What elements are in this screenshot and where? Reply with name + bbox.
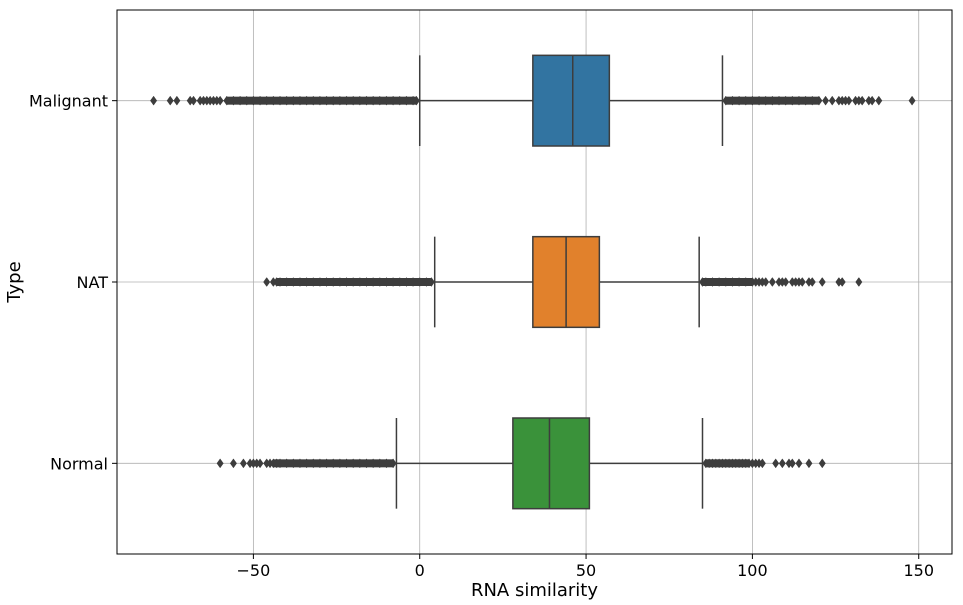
iqr-box	[532, 54, 611, 147]
outlier-point	[855, 277, 863, 287]
outlier-point	[822, 95, 830, 106]
outlier-point	[858, 95, 866, 106]
y-tick-label: NAT	[77, 273, 109, 292]
box-malignant	[150, 54, 916, 147]
outlier-point	[166, 95, 174, 106]
x-tick-label: 0	[415, 561, 425, 580]
outlier-point	[828, 95, 836, 106]
outlier-dense-band-low	[273, 459, 394, 468]
x-tick-label: −50	[237, 561, 271, 580]
outlier-point	[808, 277, 816, 287]
outlier-point	[758, 458, 766, 469]
outlier-point	[818, 277, 826, 287]
iqr-box	[512, 417, 591, 510]
outlier-point	[782, 277, 790, 287]
x-axis-label: RNA similarity	[471, 580, 598, 601]
outlier-point	[772, 458, 780, 469]
outlier-point	[805, 458, 813, 469]
outlier-point	[173, 95, 181, 106]
y-tick-label: Malignant	[29, 92, 108, 111]
outlier-point	[798, 277, 806, 287]
outlier-point	[190, 95, 198, 106]
box-normal	[216, 417, 826, 510]
outlier-point	[239, 458, 247, 469]
outlier-point	[216, 95, 224, 106]
outlier-dense-band-high	[702, 278, 753, 286]
plot-area	[150, 54, 916, 510]
x-tick-label: 100	[737, 561, 768, 580]
outlier-point	[229, 458, 237, 469]
x-tick-label: 150	[903, 561, 934, 580]
x-tick-label: 50	[576, 561, 596, 580]
outlier-point	[768, 277, 776, 287]
outlier-dense-band-low	[276, 278, 432, 286]
outlier-point	[795, 458, 803, 469]
outlier-dense-band-high	[725, 96, 819, 105]
outlier-point	[845, 95, 853, 106]
outlier-point	[762, 277, 770, 287]
y-axis-label: Type	[4, 261, 25, 303]
outlier-point	[875, 95, 883, 106]
outlier-point	[788, 458, 796, 469]
outlier-point	[256, 458, 264, 469]
outlier-point	[263, 277, 271, 287]
outlier-point	[908, 95, 916, 106]
outlier-point	[150, 95, 158, 106]
outlier-point	[838, 277, 846, 287]
outlier-point	[818, 458, 826, 469]
y-tick-label: Normal	[50, 454, 108, 473]
outlier-point	[868, 95, 876, 106]
outlier-dense-band-low	[226, 96, 417, 105]
outlier-dense-band-high	[705, 459, 750, 468]
outlier-point	[216, 458, 224, 469]
box-nat	[263, 235, 863, 329]
ticks: −50 0 50 100 150 Malignant NAT Normal	[29, 92, 934, 580]
outlier-point	[778, 458, 786, 469]
